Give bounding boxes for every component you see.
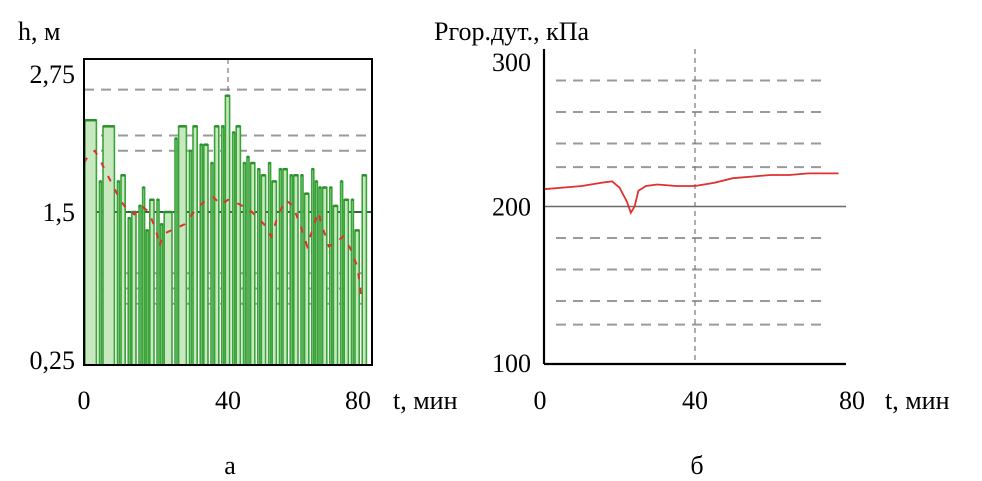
chart-b-ytick-label: 200 xyxy=(492,193,531,222)
chart-b-axes xyxy=(542,49,846,366)
chart-a-bar xyxy=(210,162,214,366)
chart-b-ytick-label: 300 xyxy=(492,48,531,77)
chart-a-bar xyxy=(231,131,236,366)
chart-b-line xyxy=(543,172,839,215)
chart-a-ytick-label: 1,5 xyxy=(43,198,76,227)
chart-a-bar xyxy=(235,125,242,366)
chart-a-bar xyxy=(213,125,220,366)
chart-a-bar xyxy=(303,192,310,366)
chart-a-bar xyxy=(84,119,98,366)
chart-a-ytick-labels: 2,75 1,5 0,25 xyxy=(30,60,76,375)
chart-b-ytick-labels: 300 200 100 xyxy=(492,48,531,378)
chart-a-ylabel: h, м xyxy=(18,17,60,46)
chart-a-ytick-label: 2,75 xyxy=(30,60,76,89)
chart-a-plot-frame xyxy=(83,58,373,366)
chart-b-xlabel: t, мин xyxy=(885,386,950,415)
chart-a-bar xyxy=(321,186,328,366)
chart-a-bar xyxy=(149,198,155,366)
chart-a-caption: а xyxy=(224,451,236,480)
chart-a-bar xyxy=(224,94,231,366)
chart-a-bar xyxy=(116,180,121,366)
chart-a-bar xyxy=(314,180,319,366)
chart-a-xtick-labels: 0 40 80 xyxy=(78,386,372,415)
chart-a-bar xyxy=(102,125,116,366)
chart-a-bar xyxy=(163,211,173,366)
chart-b-caption: б xyxy=(690,451,703,480)
chart-b: Pгор.дут., кПа t, мин б 300 200 100 0 40 80 xyxy=(434,17,950,480)
chart-a-bar xyxy=(141,186,146,366)
chart-a-bar xyxy=(350,198,355,366)
chart-a-bar xyxy=(156,198,160,366)
chart-a-bar xyxy=(292,174,299,366)
chart-a-bar xyxy=(260,174,267,366)
chart-a-bar xyxy=(221,125,225,366)
chart-a-xtick-label: 80 xyxy=(345,386,371,415)
chart-b-ylabel: Pгор.дут., кПа xyxy=(434,17,590,46)
chart-a-bar xyxy=(246,156,250,366)
chart-b-xtick-label: 80 xyxy=(839,386,865,415)
chart-a-bar xyxy=(138,205,142,366)
chart-b-line-series xyxy=(543,172,839,215)
chart-a-bar xyxy=(332,205,339,366)
chart-b-xtick-label: 40 xyxy=(682,386,708,415)
chart-a-red-line xyxy=(83,149,363,298)
chart-a-bar xyxy=(174,137,178,366)
chart-a-bar xyxy=(249,162,256,366)
chart-a-bar xyxy=(199,143,203,366)
chart-a-bar xyxy=(339,180,344,366)
chart-a-bar xyxy=(354,229,360,366)
chart-b-xtick-labels: 0 40 80 xyxy=(534,386,866,415)
chart-a-bar xyxy=(192,125,198,366)
chart-a-bar xyxy=(300,174,304,366)
chart-b-grid xyxy=(544,49,846,364)
chart-a-bar xyxy=(310,168,315,366)
chart-a-xtick-label: 40 xyxy=(215,386,241,415)
chart-a-ytick-label: 0,25 xyxy=(30,346,76,375)
chart-a-bar xyxy=(188,150,193,366)
chart-a-red-series xyxy=(83,149,363,298)
chart-a-bar xyxy=(328,186,333,366)
chart-a-bar xyxy=(278,168,283,366)
chart-a-xlabel: t, мин xyxy=(393,386,458,415)
chart-a-bar xyxy=(267,162,272,366)
chart-a-bar xyxy=(242,162,247,366)
chart-a-bar xyxy=(343,198,350,366)
chart-a-bar xyxy=(203,143,209,366)
chart-a-bar xyxy=(177,125,188,366)
chart-a-bar xyxy=(361,174,368,366)
chart-a-bar xyxy=(98,180,103,366)
chart-a-bar xyxy=(271,180,278,366)
chart-a-bar xyxy=(127,217,131,366)
chart-b-ytick-label: 100 xyxy=(492,349,531,378)
chart-b-xtick-label: 0 xyxy=(534,386,547,415)
chart-a-bar xyxy=(131,211,137,366)
chart-a-bar xyxy=(318,186,322,366)
chart-a-bar xyxy=(256,168,261,366)
chart-a-xtick-label: 0 xyxy=(78,386,91,415)
chart-a-bar xyxy=(145,229,149,366)
chart-a-bar xyxy=(282,168,288,366)
chart-a: h, м t, мин а 2,75 1,5 0,25 0 40 80 xyxy=(18,17,458,480)
